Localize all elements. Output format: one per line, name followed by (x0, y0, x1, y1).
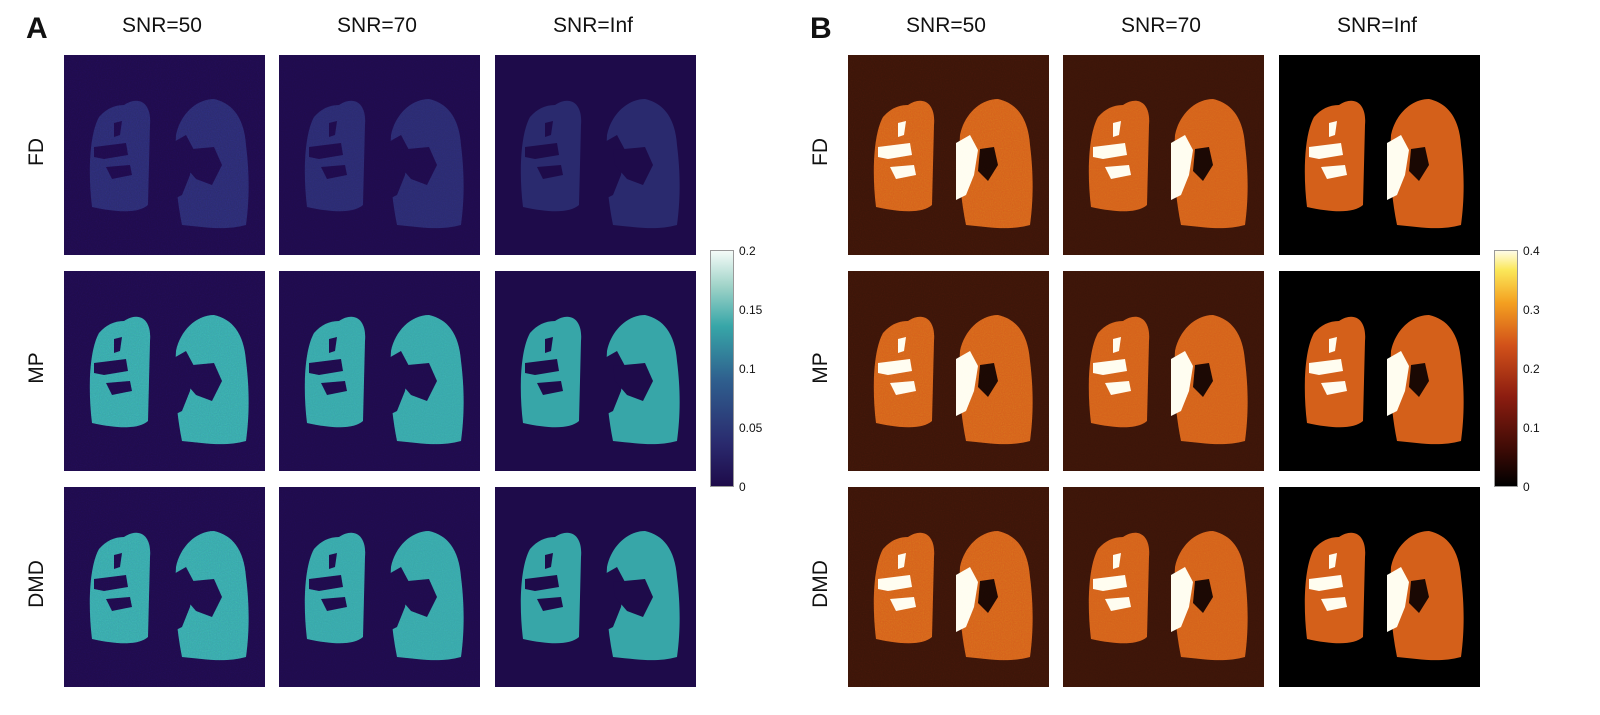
panel-b-map-dmd-snrinf (1279, 487, 1480, 687)
panel-b-map-mp-snr70 (1063, 271, 1264, 471)
panel-b-colorbar-tick: 0.4 (1523, 244, 1540, 258)
panel-b-colorbar-tick: 0.3 (1523, 303, 1540, 317)
panel-a-map-fd-snr70 (279, 55, 480, 255)
panel-b-colorbar-tick: 0.1 (1523, 421, 1540, 435)
panel-b-row-label-dmd: DMD (809, 560, 832, 608)
panel-a-map-dmd-snrinf (495, 487, 696, 687)
panel-a-col-label-snr70: SNR=70 (337, 14, 417, 37)
panel-b-map-fd-snrinf (1279, 55, 1480, 255)
panel-a-row-label-mp: MP (25, 352, 48, 384)
panel-a-map-dmd-snr50 (64, 487, 265, 687)
panel-b-colorbar-tick: 0 (1523, 480, 1530, 494)
panel-b-colorbar (1494, 250, 1518, 487)
panel-a-col-label-snr50: SNR=50 (122, 14, 202, 37)
panel-a-map-mp-snr70 (279, 271, 480, 471)
panel-b-map-dmd-snr50 (848, 487, 1049, 687)
panel-a-map-fd-snr50 (64, 55, 265, 255)
panel-b-map-fd-snr50 (848, 55, 1049, 255)
panel-a-map-mp-snr50 (64, 271, 265, 471)
panel-b-row-label-fd: FD (809, 138, 832, 166)
panel-letter-a: A (26, 12, 48, 45)
panel-b-colorbar-tick: 0.2 (1523, 362, 1540, 376)
panel-a-map-dmd-snr70 (279, 487, 480, 687)
panel-letter-b: B (810, 12, 832, 45)
panel-b-map-fd-snr70 (1063, 55, 1264, 255)
panel-a-colorbar-tick: 0.2 (739, 244, 756, 258)
panel-a-colorbar-tick: 0 (739, 480, 746, 494)
panel-b-map-mp-snrinf (1279, 271, 1480, 471)
panel-b-map-mp-snr50 (848, 271, 1049, 471)
panel-b-col-label-snr50: SNR=50 (906, 14, 986, 37)
panel-b-col-label-snr70: SNR=70 (1121, 14, 1201, 37)
panel-b-col-label-snrinf: SNR=Inf (1337, 14, 1417, 37)
panel-a-colorbar-tick: 0.1 (739, 362, 756, 376)
panel-a-colorbar (710, 250, 734, 487)
panel-a-row-label-fd: FD (25, 138, 48, 166)
panel-a-colorbar-tick: 0.15 (739, 303, 763, 317)
panel-a-colorbar-tick: 0.05 (739, 421, 763, 435)
panel-a-col-label-snrinf: SNR=Inf (553, 14, 633, 37)
panel-b-map-dmd-snr70 (1063, 487, 1264, 687)
panel-a-map-mp-snrinf (495, 271, 696, 471)
panel-b-row-label-mp: MP (809, 352, 832, 384)
panel-a-row-label-dmd: DMD (25, 560, 48, 608)
panel-a-map-fd-snrinf (495, 55, 696, 255)
